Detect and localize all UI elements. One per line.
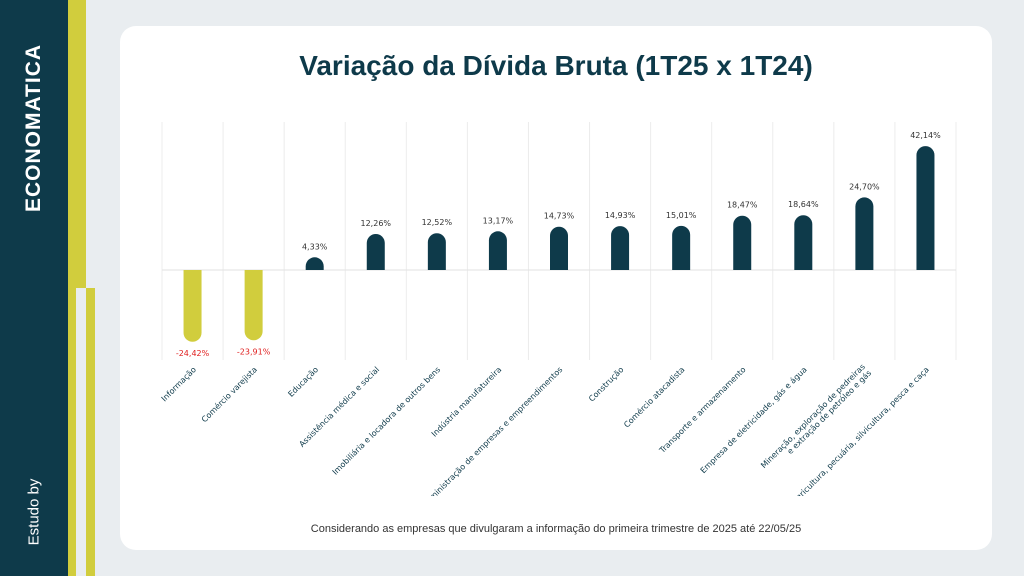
data-label: 42,14% [910,131,941,140]
category-label: Informação [160,365,198,403]
bar [550,226,568,270]
bar [488,231,507,270]
bar [794,215,813,270]
bar [244,270,263,341]
bar [183,270,202,342]
sidebar [0,0,68,576]
data-label: 13,17% [483,216,514,225]
data-label: 14,73% [544,212,575,221]
accent-stripe-lower [86,288,95,576]
category-label: Educação [286,365,320,399]
data-label: 15,01% [666,211,697,220]
data-label: 12,26% [361,219,392,228]
footnote: Considerando as empresas que divulgaram … [310,523,802,535]
bar [427,233,446,270]
category-label: Construção [587,365,626,404]
bar [672,225,691,270]
data-label: 4,33% [302,242,328,251]
category-label: Empresa de eletricidade, gás e água [699,365,809,475]
bar [855,197,874,270]
bar [916,146,935,270]
bar [733,215,752,270]
data-label: 18,64% [788,200,819,209]
category-label: Imobiliária e locadora de outros bens [331,365,443,477]
data-label: 24,70% [849,182,880,191]
bar-chart: -24,42% Informação -23,91% Comércio varejis… [160,122,957,496]
study-label: Estudo by [25,478,43,546]
bar [611,226,630,270]
category-label: Comércio varejista [199,364,259,424]
data-label: 18,47% [727,201,758,210]
chart-card: Variação da Dívida Bruta (1T25 x 1T24) -… [120,26,992,550]
data-label: -24,42% [176,349,210,358]
bar [366,233,385,270]
economatica-logo: ECONOMATICA [22,43,45,213]
data-label: -23,91% [237,347,271,356]
data-label: 12,52% [422,218,453,227]
chart-title: Variação da Dívida Bruta (1T25 x 1T24) [299,50,813,81]
category-label: Mineração, exploração de pedreirase extr… [759,362,873,476]
category-label-line: Mineração, exploração de pedreiras [759,362,867,470]
data-label: 14,93% [605,211,636,220]
bar [305,257,324,270]
category-label: Comércio atacadista [621,364,686,429]
category-label: Indústria manufatureira [430,365,504,439]
accent-stripe-gap [76,288,86,576]
